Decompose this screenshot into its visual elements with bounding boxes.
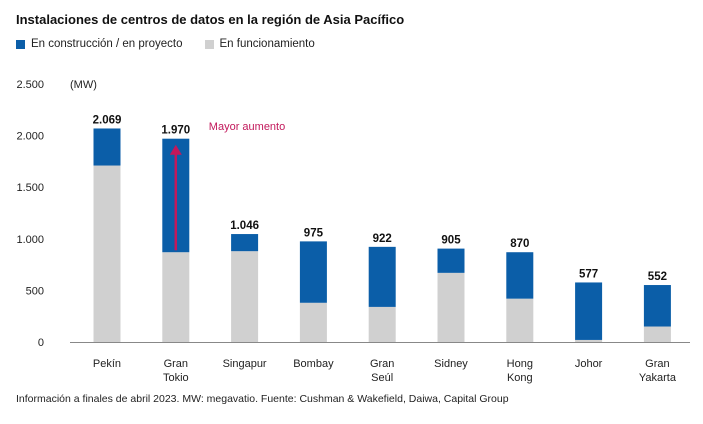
- category-label: Tokio: [163, 372, 189, 384]
- total-label: 552: [648, 271, 667, 283]
- category-label: Johor: [575, 358, 603, 370]
- chart-title: Instalaciones de centros de datos en la …: [16, 12, 405, 27]
- category-label: Gran: [164, 358, 188, 370]
- bar-operating: [643, 326, 671, 342]
- legend-swatch-operating: [204, 39, 214, 49]
- bar-operating: [575, 339, 603, 342]
- bar-construction: [299, 241, 327, 303]
- y-tick-label: 500: [26, 285, 44, 297]
- bar-operating: [506, 298, 534, 342]
- y-tick-label: 2.500: [16, 79, 44, 91]
- legend-label-operating: En funcionamiento: [219, 38, 315, 50]
- legend-item-operating: En funcionamiento: [204, 38, 315, 50]
- total-label: 870: [510, 238, 529, 250]
- bar-construction: [643, 285, 671, 327]
- category-label: Kong: [507, 372, 533, 384]
- category-label: Singapur: [223, 358, 267, 370]
- category-label: Seúl: [371, 372, 393, 384]
- category-label: Sidney: [434, 358, 468, 370]
- bar-construction: [368, 246, 396, 307]
- source-note: Información a finales de abril 2023. MW:…: [16, 393, 509, 405]
- total-label: 922: [373, 233, 392, 245]
- bar-operating: [162, 252, 190, 342]
- y-tick-label: 2.000: [16, 131, 44, 143]
- y-unit-label: (MW): [70, 79, 97, 91]
- legend: En construcción / en proyecto En funcion…: [16, 38, 315, 50]
- bar-construction: [575, 282, 603, 340]
- bar-construction: [93, 128, 121, 166]
- y-tick-label: 1.500: [16, 182, 44, 194]
- category-label: Gran: [645, 358, 669, 370]
- total-label: 577: [579, 268, 598, 280]
- y-tick-label: 0: [38, 337, 44, 349]
- bar-construction: [506, 252, 534, 299]
- category-label: Pekín: [93, 358, 121, 370]
- category-label: Bombay: [293, 358, 334, 370]
- bar-construction: [231, 234, 259, 252]
- bar-operating: [231, 251, 259, 342]
- bar-operating: [93, 165, 121, 342]
- total-label: 1.970: [161, 125, 190, 137]
- legend-label-construction: En construcción / en proyecto: [31, 38, 183, 50]
- bar-operating: [299, 302, 327, 342]
- total-label: 905: [441, 235, 461, 247]
- category-label: Gran: [370, 358, 394, 370]
- legend-swatch-construction: [16, 39, 25, 49]
- category-label: Yakarta: [639, 372, 677, 384]
- annotation-label: Mayor aumento: [209, 121, 285, 133]
- bar-operating: [437, 272, 465, 342]
- legend-item-construction: En construcción / en proyecto: [16, 38, 183, 50]
- total-label: 975: [304, 227, 324, 239]
- total-label: 2.069: [93, 114, 122, 126]
- bar-construction: [437, 248, 465, 273]
- y-tick-label: 1.000: [16, 234, 44, 246]
- total-label: 1.046: [230, 220, 259, 232]
- category-label: Hong: [507, 358, 533, 370]
- bar-operating: [368, 306, 396, 342]
- annotation-arrow-head: [169, 144, 182, 155]
